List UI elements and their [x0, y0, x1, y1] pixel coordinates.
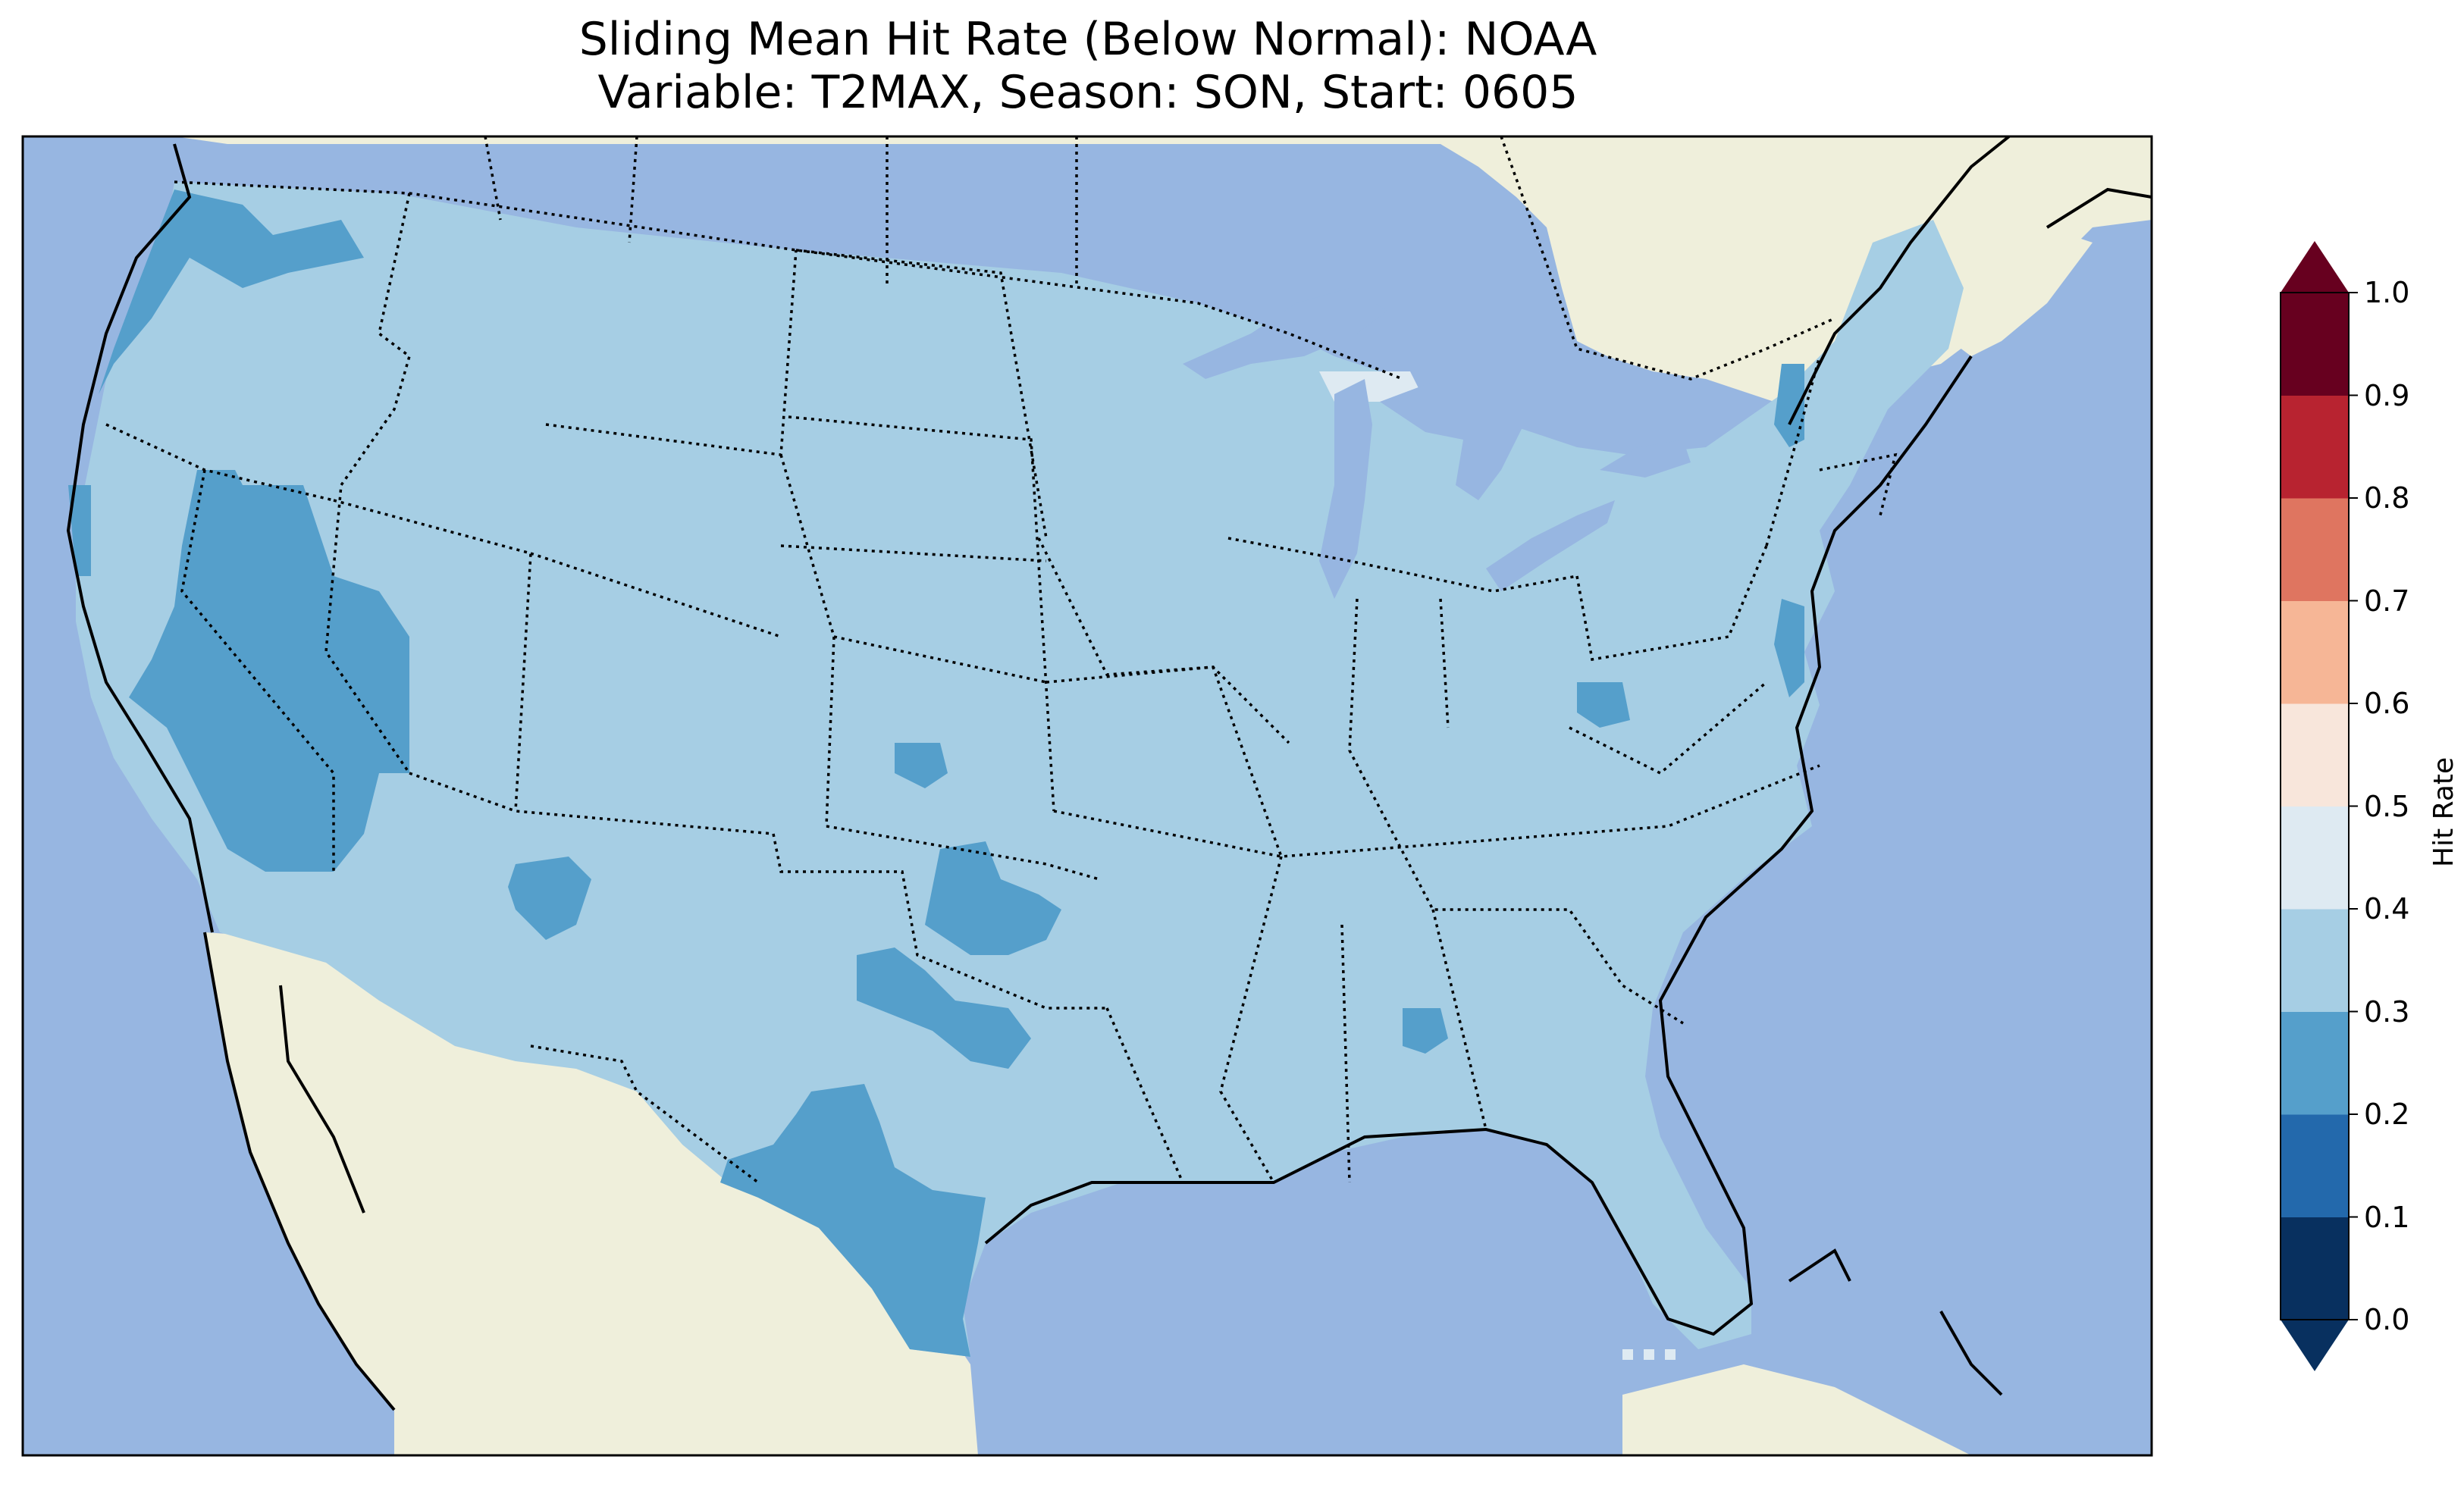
coastlines — [66, 136, 2152, 1411]
colorbar-bin — [2281, 1114, 2349, 1217]
colorbar-bin — [2281, 703, 2349, 807]
colorbar-tick-label: 0.5 — [2364, 789, 2410, 823]
colorbar-extend-bottom — [2281, 1320, 2349, 1371]
colorbar-bin — [2281, 293, 2349, 396]
country-borders — [174, 136, 1835, 381]
colorbar-label: Hit Rate — [2428, 756, 2459, 867]
state-borders — [105, 193, 1898, 1184]
colorbar-tick-label: 0.4 — [2364, 892, 2410, 926]
colorbar-bin — [2281, 806, 2349, 910]
colorbar-tick-label: 0.2 — [2364, 1098, 2410, 1131]
colorbar-bin — [2281, 395, 2349, 499]
colorbar-tick-label: 0.9 — [2364, 378, 2410, 412]
land-mexico — [205, 932, 978, 1455]
colorbar-tick-label: 0.3 — [2364, 994, 2410, 1029]
colorbar-bin — [2281, 600, 2349, 704]
chart-title: Sliding Mean Hit Rate (Below Normal): NO… — [578, 13, 1597, 66]
colorbar-bin — [2281, 1217, 2349, 1320]
chart-subtitle: Variable: T2MAX, Season: SON, Start: 060… — [597, 66, 1578, 119]
map-frame — [21, 135, 2153, 1457]
land-canada — [174, 136, 2152, 402]
us-hit-rate-low-patches — [68, 189, 1804, 1357]
colorbar-bin — [2281, 1011, 2349, 1115]
colorbar-bin — [2281, 909, 2349, 1012]
colorbar-extend-top — [2281, 241, 2349, 293]
colorbar-tick-label: 1.0 — [2364, 276, 2410, 309]
colorbar-bin — [2281, 498, 2349, 601]
colorbar-tick-label: 0.6 — [2364, 687, 2410, 720]
land-cuba — [1622, 1364, 1971, 1455]
colorbar-tick-label: 0.1 — [2364, 1200, 2410, 1234]
land-maritimes — [1941, 227, 2093, 356]
colorbar-tick-label: 0.0 — [2364, 1303, 2410, 1336]
colorbar-tick-label: 0.7 — [2364, 584, 2410, 618]
colorbar-tick-label: 0.8 — [2364, 481, 2410, 515]
